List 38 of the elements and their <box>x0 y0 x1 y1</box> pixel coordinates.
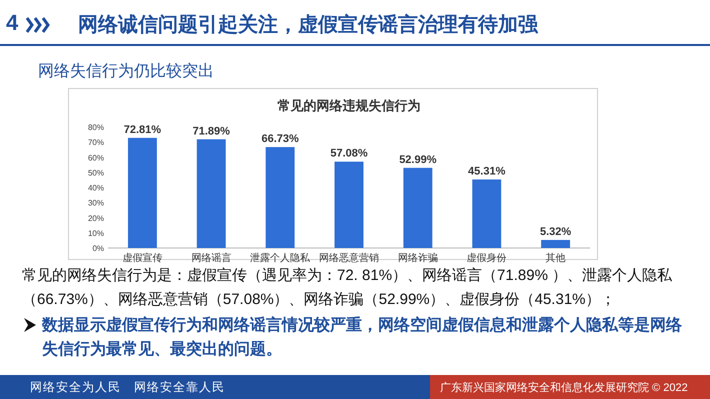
data-label: 52.99% <box>399 154 437 166</box>
chart-title: 网络诚信问题引起关注，虚假宣传谣言治理有待加强 <box>78 12 538 38</box>
x-tick-label: 网络诈骗 <box>398 252 438 264</box>
text: 常见的网络失信行为是：虚假宣传（遇见率为：72. 81%）、网络谣言（71.89% ）、泄露个人隐私（66.73%）、网络恶意营销（57.08%）、网络诈骗（52.99%）、虚假身份（45.31%）； <box>22 266 674 310</box>
x-tick-label: 泄露个人隐私 <box>250 252 312 264</box>
bar <box>403 168 432 248</box>
chart-subtitle: 网络失信行为仍比较突出 <box>38 62 214 82</box>
x-tick-label: 网络谣言 <box>191 252 232 264</box>
text: 广东新兴国家网络安全和信息化发展研究院 © 2022 <box>440 380 688 395</box>
x-tick-label: 虚假宣传 <box>122 252 162 264</box>
bar <box>541 240 570 248</box>
y-tick-label: 0% <box>92 244 104 253</box>
text: 数据显示虚假宣传行为和网络谣言情况较严重，网络空间虚假信息和泄露个人隐私等是网络失信行为最常见、最突出的问题。 <box>42 315 682 360</box>
x-tick-label: 其他 <box>546 252 566 264</box>
y-tick-label: 70% <box>88 138 104 148</box>
bar <box>472 179 502 248</box>
bar <box>196 139 226 248</box>
data-label: 57.08% <box>330 148 368 160</box>
y-tick-label: 20% <box>88 214 104 223</box>
bar <box>334 162 364 248</box>
y-tick-label: 40% <box>88 184 104 192</box>
y-tick-label: 10% <box>88 228 104 238</box>
y-tick-label: 60% <box>88 153 104 162</box>
data-label: 72.81% <box>124 124 162 136</box>
text: 常见的网络违规失信行为 <box>278 98 420 113</box>
data-label: 45.31% <box>468 165 506 178</box>
data-label: 71.89% <box>192 125 230 138</box>
data-label: 5.32% <box>540 226 572 238</box>
data-label: 66.73% <box>261 133 300 146</box>
text: 4 <box>6 10 18 36</box>
y-tick-label: 80% <box>88 123 104 132</box>
x-tick-label: 网络恶意营销 <box>319 252 379 264</box>
x-tick-label: 虚假身份 <box>466 252 507 264</box>
y-tick-label: 30% <box>88 198 104 208</box>
text: 网络安全为人民 网络安全靠人民 <box>30 379 225 396</box>
bar <box>266 147 295 248</box>
y-tick-label: 50% <box>88 168 104 178</box>
bar <box>128 138 157 248</box>
